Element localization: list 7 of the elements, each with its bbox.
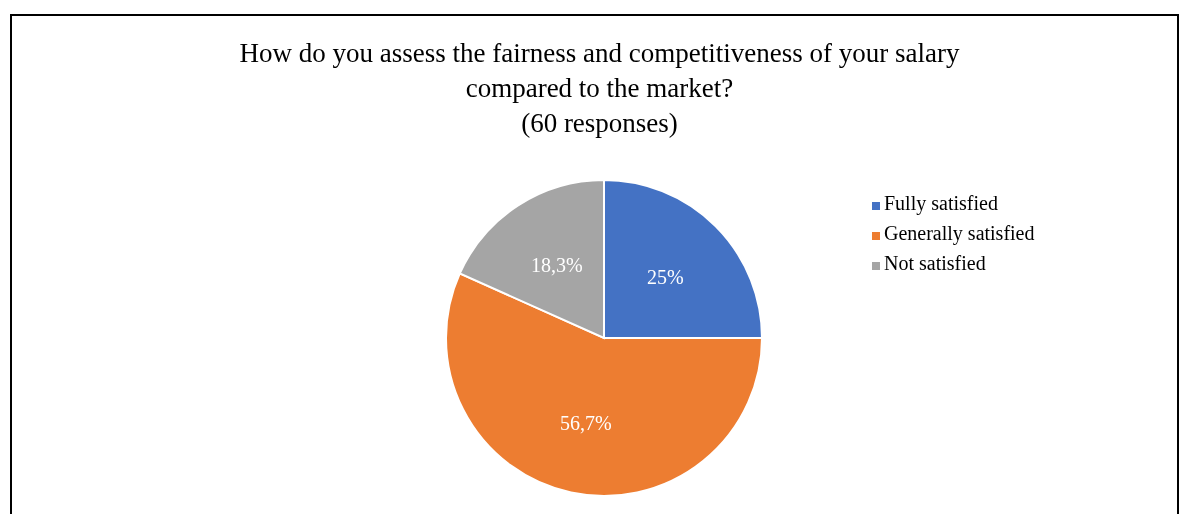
legend-label: Generally satisfied [884,222,1035,244]
data-label: 25% [647,265,684,288]
legend-label: Not satisfied [884,252,986,274]
legend-label: Fully satisfied [884,192,998,214]
data-label: 56,7% [560,411,612,434]
data-label: 18,3% [530,254,583,277]
chart-title: How do you assess the fairness and competitiveness of your salary compared to the market? (60 responses) [238,37,961,140]
